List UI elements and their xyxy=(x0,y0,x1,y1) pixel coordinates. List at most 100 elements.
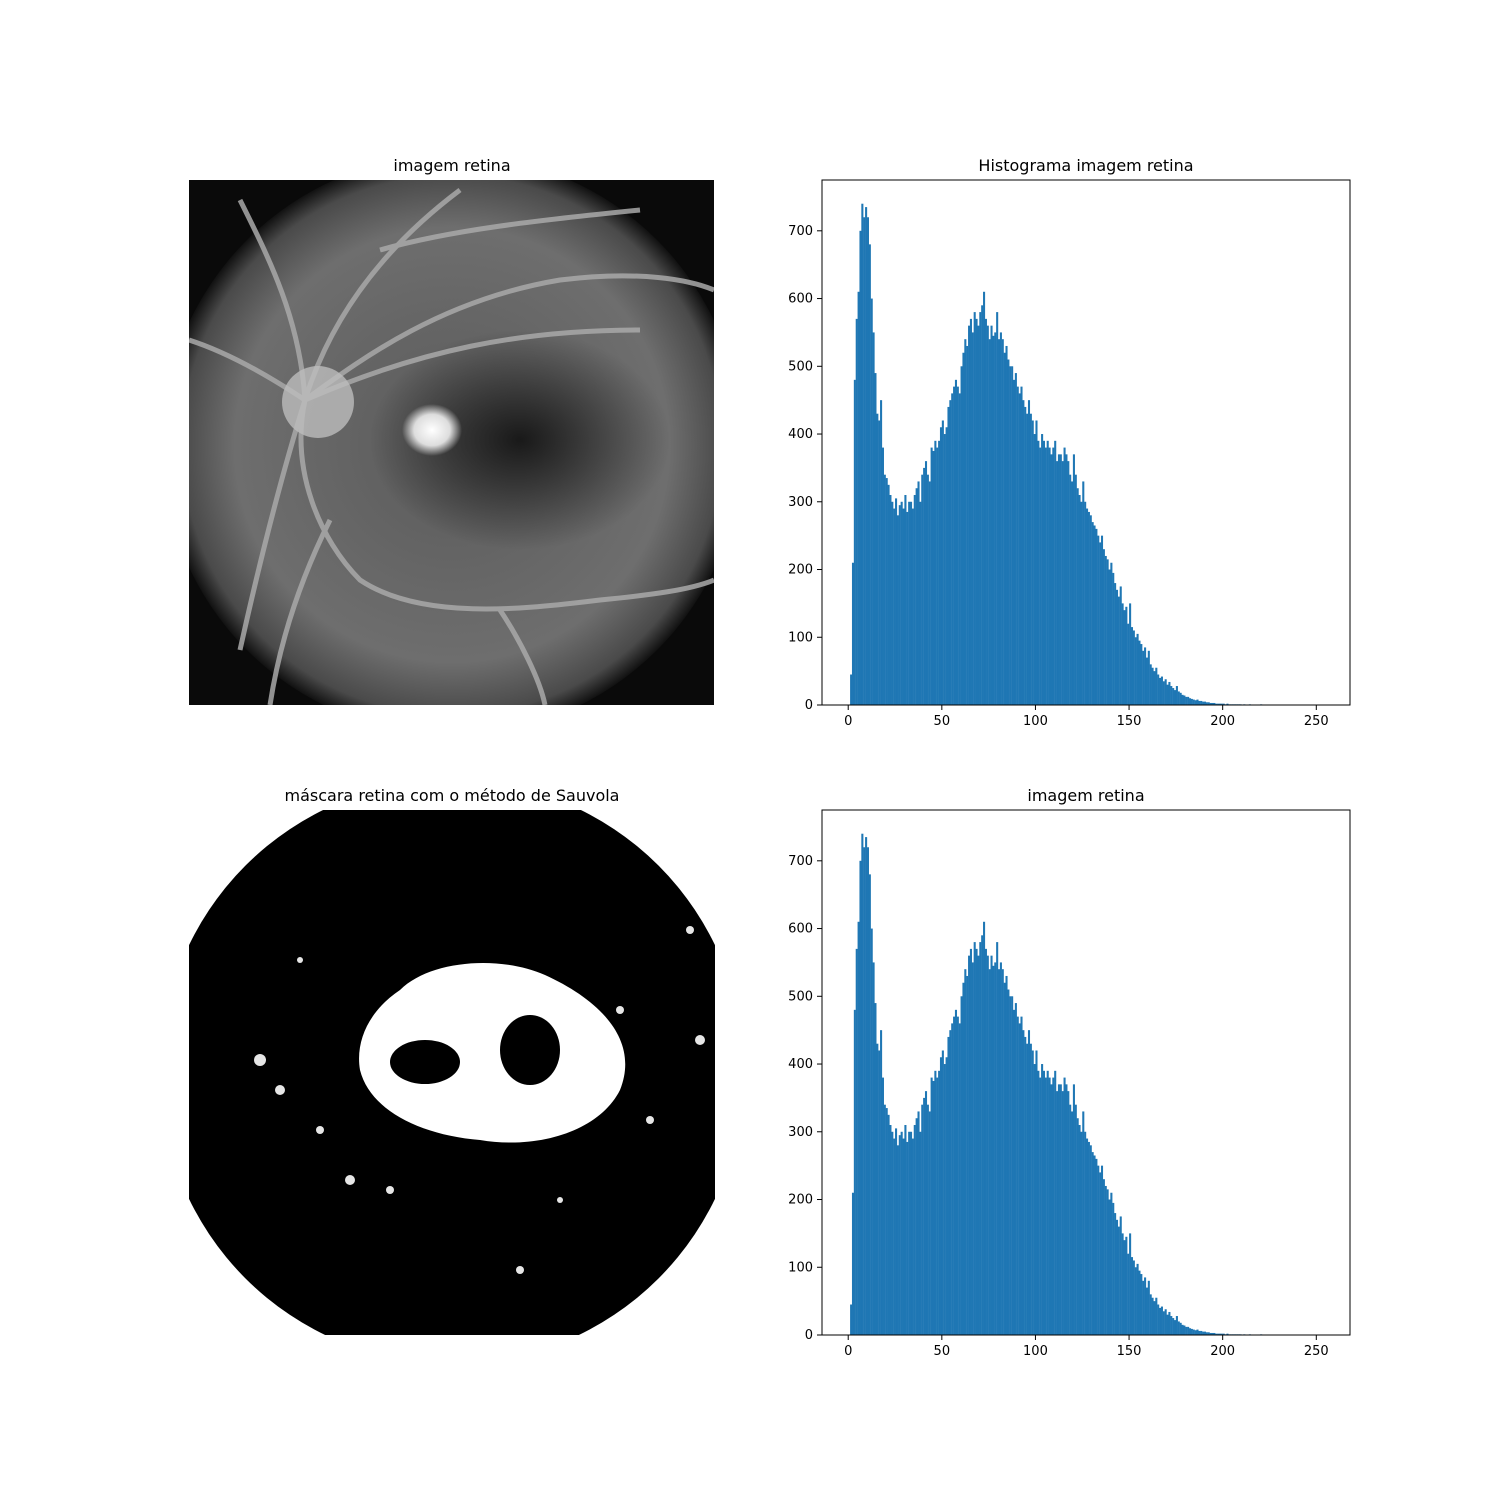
histogram-bar xyxy=(1132,1260,1135,1335)
histogram-bar xyxy=(1106,1189,1109,1335)
histogram-0: 0 50 100 150 200 250 0 100 200 300 400 500 600 700 xyxy=(788,179,1351,729)
histogram-bar xyxy=(1142,1280,1145,1335)
histogram-bar xyxy=(1175,686,1178,705)
y-tick-label: 600 xyxy=(788,922,813,937)
histogram-bar xyxy=(1056,461,1059,705)
histogram-bar xyxy=(1162,1311,1165,1335)
histogram-bar xyxy=(934,440,937,705)
histogram-bar xyxy=(1218,703,1222,705)
histogram-bar xyxy=(1168,681,1171,705)
histogram-bar xyxy=(1218,1333,1222,1335)
histogram-bar xyxy=(1012,379,1016,705)
histogram-bar xyxy=(881,1077,884,1335)
histogram-bar xyxy=(1185,1326,1188,1335)
histogram-bar xyxy=(1100,1165,1104,1335)
histogram-bar xyxy=(1074,474,1077,705)
histogram-bar xyxy=(1108,1199,1111,1335)
histogram-bar xyxy=(936,1077,939,1335)
histogram-bar xyxy=(889,495,892,705)
histogram-bar xyxy=(981,305,984,705)
histogram-bar xyxy=(1048,1077,1051,1335)
histogram-bar xyxy=(1215,1333,1218,1335)
histogram-bar xyxy=(853,379,856,705)
histogram-bar xyxy=(868,244,871,705)
histogram-bar xyxy=(1117,596,1120,705)
histogram-bar xyxy=(1041,1064,1044,1335)
histogram-bar xyxy=(1065,454,1068,705)
histogram-bar xyxy=(1074,1104,1077,1335)
histogram-bar xyxy=(1029,1043,1032,1335)
histogram-bar xyxy=(866,217,870,706)
histogram-bar xyxy=(883,1104,886,1335)
histogram-bar xyxy=(1104,1185,1107,1335)
histogram-bar xyxy=(1007,989,1010,1335)
histogram-bar xyxy=(1054,440,1057,705)
histogram-bar xyxy=(895,498,898,705)
histogram-bar xyxy=(1009,996,1012,1335)
histogram-bar xyxy=(1024,406,1027,705)
histogram-bar xyxy=(917,481,920,705)
histogram-bar xyxy=(951,393,954,705)
histogram-bar xyxy=(943,1064,946,1335)
y-tick-label: 300 xyxy=(788,495,813,510)
histogram-bar xyxy=(1050,1084,1053,1335)
histogram-bar xyxy=(949,400,952,705)
histogram-bar xyxy=(1035,420,1038,705)
histogram-bar xyxy=(999,962,1002,1335)
y-tick-label: 700 xyxy=(788,854,813,869)
histogram-bar xyxy=(1027,400,1031,705)
x-tick-label: 0 xyxy=(844,1344,852,1359)
histogram-bar xyxy=(880,1030,883,1335)
x-tick-label: 0 xyxy=(844,714,852,729)
histogram-bar xyxy=(1031,420,1034,705)
histogram-bar xyxy=(923,1097,926,1335)
histogram-bar xyxy=(1039,1077,1042,1335)
histogram-bar xyxy=(850,674,853,705)
histogram-bar xyxy=(1151,667,1154,705)
x-tick-label: 100 xyxy=(1023,1344,1048,1359)
histogram-bar xyxy=(983,921,986,1335)
histogram-bar xyxy=(902,508,905,705)
histogram-bar xyxy=(1022,400,1025,705)
histogram-bar xyxy=(1222,1333,1225,1335)
histogram-bar xyxy=(1076,1118,1079,1335)
histogram-bar xyxy=(954,1009,958,1335)
histogram-bar xyxy=(880,400,883,705)
histogram-bar xyxy=(857,291,860,705)
histogram-bar xyxy=(1172,688,1175,705)
histogram-bar xyxy=(1027,1030,1031,1335)
histogram-bar xyxy=(865,207,868,705)
histogram-bar xyxy=(1172,1318,1175,1335)
histogram-bar xyxy=(958,393,961,705)
histogram-bar xyxy=(1056,1091,1059,1335)
histogram-bar xyxy=(1014,373,1017,705)
histogram-bar xyxy=(1084,501,1087,705)
y-tick-label: 300 xyxy=(788,1125,813,1140)
histogram-bar xyxy=(861,833,864,1335)
histogram-bar xyxy=(1138,1270,1141,1335)
histogram-bar xyxy=(1011,996,1014,1335)
histogram-bar xyxy=(1211,1332,1214,1335)
histogram-bar xyxy=(1125,606,1128,705)
histogram-bar xyxy=(979,942,982,1335)
histogram-bar xyxy=(1022,1030,1025,1335)
histogram-bar xyxy=(1089,1145,1092,1335)
histogram-bar xyxy=(1142,650,1145,705)
histogram-bar xyxy=(1129,1233,1132,1335)
histogram-bar xyxy=(1100,535,1104,705)
histogram-bar xyxy=(1071,1111,1074,1335)
histogram-bar xyxy=(1187,1326,1190,1335)
histogram-bar xyxy=(924,1091,928,1335)
histogram-bar xyxy=(874,373,877,705)
histogram-bar xyxy=(915,1118,918,1335)
histogram-bar xyxy=(1112,1202,1115,1335)
histogram-bar xyxy=(1003,352,1006,705)
histogram-bar xyxy=(1089,515,1092,705)
histogram-bar xyxy=(1009,366,1012,705)
histogram-bar xyxy=(1005,975,1008,1335)
histogram-bar xyxy=(949,1030,952,1335)
histogram-bar xyxy=(1095,1158,1098,1335)
histogram-bar xyxy=(1132,630,1135,705)
histogram-bar xyxy=(930,1077,933,1335)
histogram-bar xyxy=(1069,1104,1072,1335)
